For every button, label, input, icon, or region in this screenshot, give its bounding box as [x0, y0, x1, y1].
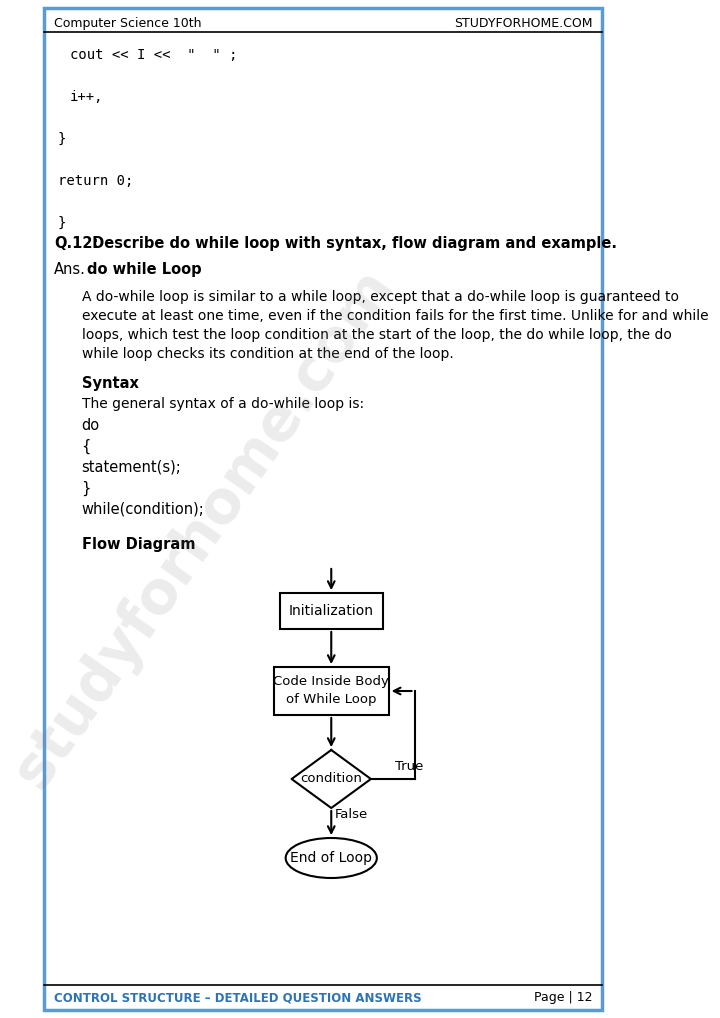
Text: {: { — [81, 439, 91, 454]
Text: Ans.: Ans. — [54, 262, 86, 277]
Text: studyforhome.com: studyforhome.com — [4, 259, 405, 797]
Text: condition: condition — [300, 773, 362, 786]
Text: The general syntax of a do-while loop is:: The general syntax of a do-while loop is… — [81, 397, 364, 411]
Text: statement(s);: statement(s); — [81, 459, 181, 474]
Text: Page | 12: Page | 12 — [534, 992, 593, 1005]
Text: cout << I <<  "  " ;: cout << I << " " ; — [70, 48, 237, 62]
Text: A do-while loop is similar to a while loop, except that a do-while loop is guara: A do-while loop is similar to a while lo… — [81, 290, 678, 304]
Text: loops, which test the loop condition at the start of the loop, the do while loop: loops, which test the loop condition at … — [81, 328, 671, 342]
FancyBboxPatch shape — [279, 593, 383, 629]
Text: execute at least one time, even if the condition fails for the first time. Unlik: execute at least one time, even if the c… — [81, 309, 708, 323]
Text: False: False — [334, 807, 368, 821]
Text: while loop checks its condition at the end of the loop.: while loop checks its condition at the e… — [81, 347, 454, 361]
Text: Flow Diagram: Flow Diagram — [81, 536, 195, 552]
Text: while(condition);: while(condition); — [81, 502, 204, 516]
Text: do while Loop: do while Loop — [87, 262, 202, 277]
Text: Syntax: Syntax — [81, 376, 138, 391]
Text: STUDYFORHOME.COM: STUDYFORHOME.COM — [454, 16, 593, 30]
Text: Describe do while loop with syntax, flow diagram and example.: Describe do while loop with syntax, flow… — [87, 235, 617, 250]
Text: CONTROL STRUCTURE – DETAILED QUESTION ANSWERS: CONTROL STRUCTURE – DETAILED QUESTION AN… — [54, 992, 421, 1005]
Text: Q.12:: Q.12: — [54, 235, 98, 250]
Text: Computer Science 10th: Computer Science 10th — [54, 16, 202, 30]
Text: True: True — [395, 760, 423, 774]
Text: return 0;: return 0; — [58, 174, 133, 188]
Text: }: } — [81, 480, 91, 496]
FancyBboxPatch shape — [274, 667, 389, 715]
FancyBboxPatch shape — [44, 8, 603, 1010]
Text: Code Inside Body: Code Inside Body — [274, 676, 390, 688]
Text: }: } — [58, 132, 66, 146]
Text: Initialization: Initialization — [289, 604, 374, 618]
Text: }: } — [58, 216, 66, 230]
Text: do: do — [81, 417, 99, 433]
Text: i++,: i++, — [70, 90, 103, 104]
Ellipse shape — [286, 838, 377, 878]
Text: of While Loop: of While Loop — [286, 693, 377, 706]
Text: End of Loop: End of Loop — [290, 851, 372, 865]
